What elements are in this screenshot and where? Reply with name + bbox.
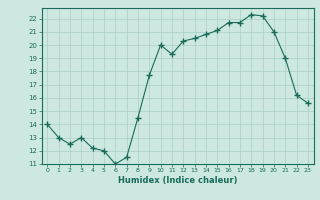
X-axis label: Humidex (Indice chaleur): Humidex (Indice chaleur) xyxy=(118,176,237,185)
